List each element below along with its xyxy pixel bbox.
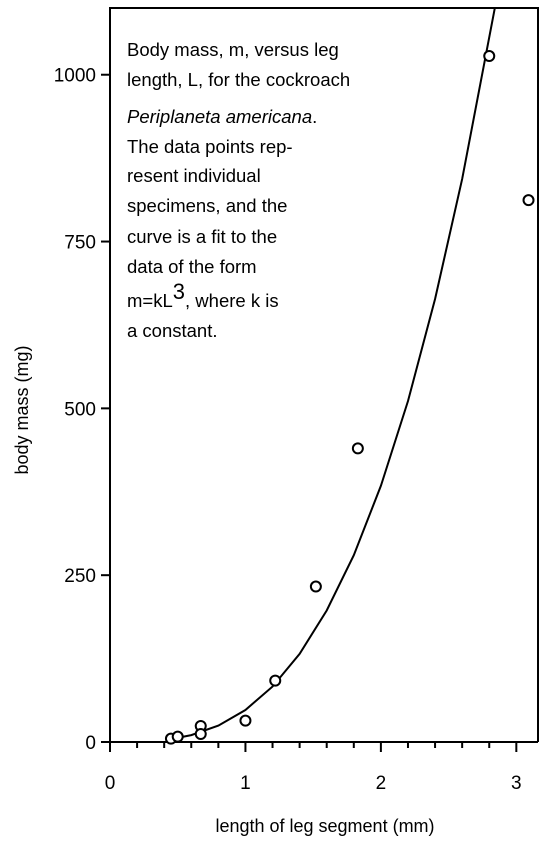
data-point bbox=[483, 50, 496, 63]
data-point bbox=[171, 730, 184, 743]
y-tick-label: 500 bbox=[64, 399, 96, 420]
annotation-italic: Periplaneta americana bbox=[127, 106, 312, 127]
annotation-line: specimens, and the bbox=[127, 195, 287, 216]
x-tick-label: 1 bbox=[240, 773, 251, 794]
y-tick-label: 750 bbox=[64, 233, 96, 254]
data-point bbox=[351, 442, 364, 455]
data-point bbox=[269, 674, 282, 687]
annotation-text: , where k is bbox=[185, 290, 279, 311]
y-tick-label: 1000 bbox=[54, 66, 96, 87]
annotation: Body mass, m, versus leg length, L, for … bbox=[127, 39, 350, 341]
annotation-line: a constant. bbox=[127, 320, 218, 341]
y-tick-label: 250 bbox=[64, 566, 96, 587]
y-axis-label: body mass (mg) bbox=[12, 345, 32, 474]
annotation-line: data of the form bbox=[127, 256, 257, 277]
data-point bbox=[194, 727, 207, 740]
y-tick-label: 0 bbox=[85, 733, 96, 754]
annotation-line: m=kL3, where k is bbox=[127, 279, 279, 311]
data-point bbox=[309, 580, 322, 593]
annotation-line: Body mass, m, versus leg bbox=[127, 39, 339, 60]
annotation-text: . bbox=[312, 106, 317, 127]
annotation-line: resent individual bbox=[127, 165, 261, 186]
x-axis-label: length of leg segment (mm) bbox=[215, 816, 434, 836]
x-tick-label: 2 bbox=[376, 773, 387, 794]
annotation-line: curve is a fit to the bbox=[127, 226, 277, 247]
annotation-line: Periplaneta americana. bbox=[127, 106, 317, 127]
annotation-line: length, L, for the cockroach bbox=[127, 69, 350, 90]
annotation-text: m=kL bbox=[127, 290, 173, 311]
data-point bbox=[522, 194, 535, 207]
x-tick-label: 0 bbox=[105, 773, 116, 794]
data-point bbox=[239, 714, 252, 727]
annotation-line: The data points rep- bbox=[127, 136, 293, 157]
fit-curve bbox=[170, 8, 496, 741]
x-tick-label: 3 bbox=[511, 773, 522, 794]
annotation-superscript: 3 bbox=[173, 279, 185, 304]
plot-frame bbox=[109, 7, 539, 742]
